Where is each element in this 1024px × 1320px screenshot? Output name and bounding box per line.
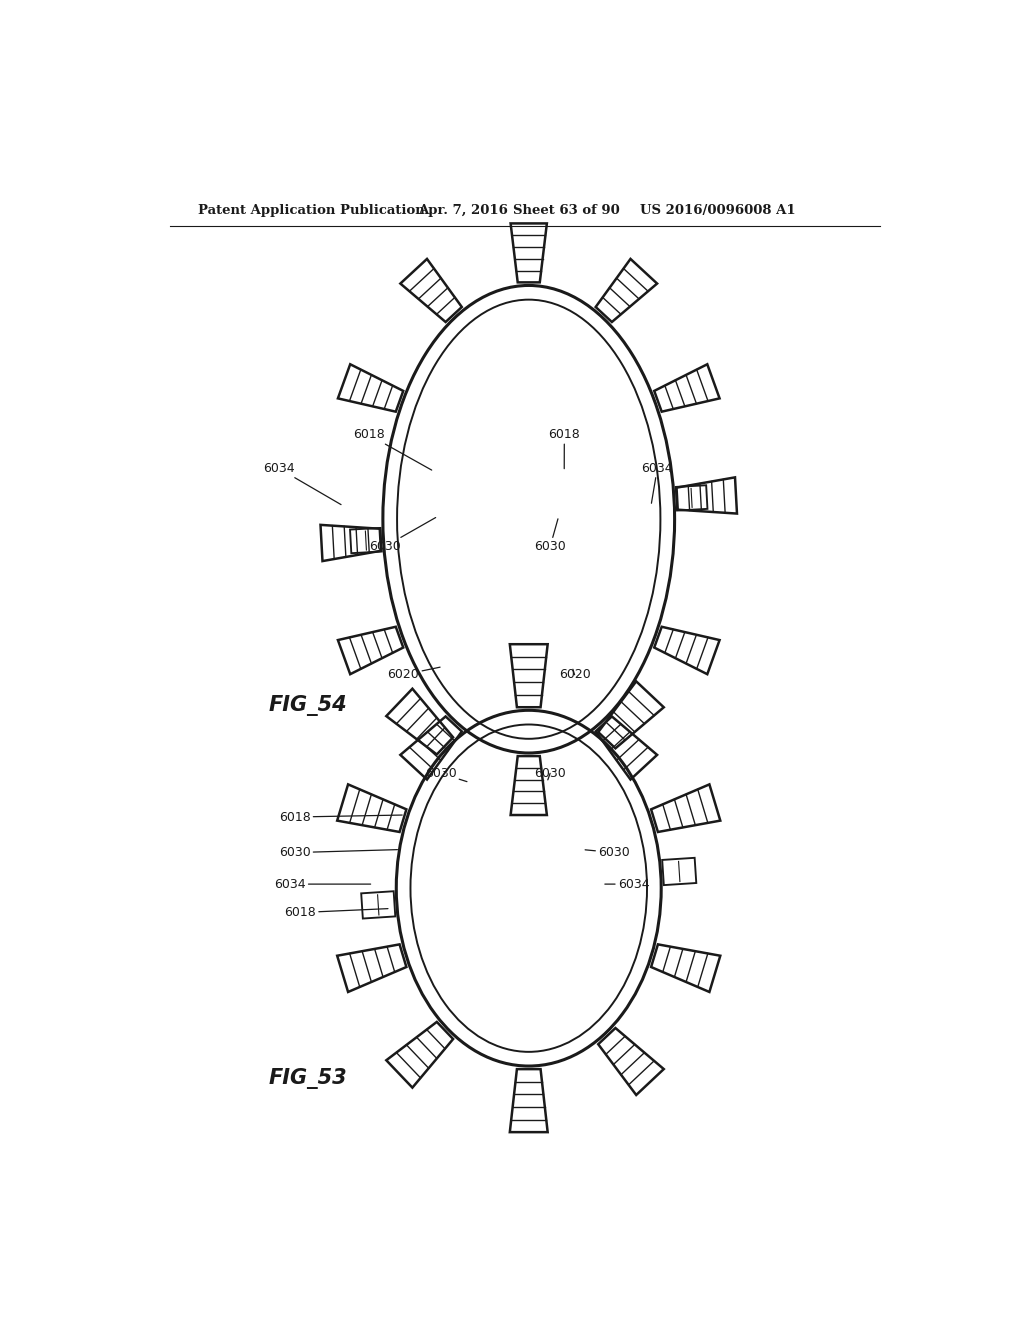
- Text: FIG_54: FIG_54: [268, 696, 347, 715]
- Text: Patent Application Publication: Patent Application Publication: [199, 205, 425, 218]
- Text: Sheet 63 of 90: Sheet 63 of 90: [513, 205, 620, 218]
- Text: 6030: 6030: [585, 846, 630, 859]
- Text: 6030: 6030: [425, 767, 467, 781]
- Text: 6018: 6018: [279, 810, 402, 824]
- Text: 6034: 6034: [274, 878, 371, 891]
- Text: 6018: 6018: [353, 429, 432, 470]
- Text: 6030: 6030: [279, 846, 397, 859]
- Text: 6030: 6030: [535, 767, 566, 780]
- Text: 6018: 6018: [285, 906, 388, 919]
- Text: 6030: 6030: [369, 517, 435, 553]
- Text: 6018: 6018: [549, 429, 581, 469]
- Text: 6020: 6020: [388, 667, 440, 681]
- Text: FIG_53: FIG_53: [268, 1068, 347, 1089]
- Text: 6020: 6020: [559, 668, 591, 681]
- Text: 6034: 6034: [263, 462, 341, 504]
- Text: 6034: 6034: [605, 878, 649, 891]
- Text: 6034: 6034: [641, 462, 673, 503]
- Text: US 2016/0096008 A1: US 2016/0096008 A1: [640, 205, 796, 218]
- Text: 6030: 6030: [535, 519, 566, 553]
- Text: Apr. 7, 2016: Apr. 7, 2016: [419, 205, 508, 218]
